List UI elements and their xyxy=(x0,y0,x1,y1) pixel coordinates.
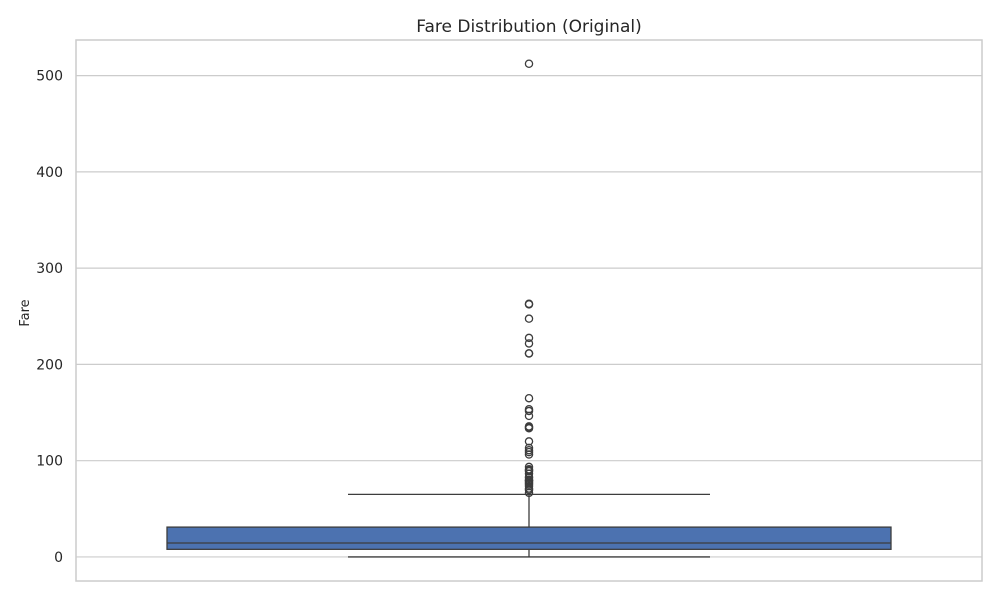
outlier-point xyxy=(524,437,534,446)
outlier-point xyxy=(524,349,534,358)
outlier-point xyxy=(524,462,534,472)
y-axis-label: Fare xyxy=(18,299,33,326)
outlier-point xyxy=(524,422,534,431)
y-tick-label: 500 xyxy=(36,69,63,85)
outlier-point xyxy=(524,465,534,474)
y-tick-label: 100 xyxy=(36,454,63,470)
y-tick-label: 200 xyxy=(36,357,63,373)
outlier-point xyxy=(524,333,534,343)
outlier-point xyxy=(524,443,534,453)
plot-frame xyxy=(75,39,983,582)
outlier-points xyxy=(524,59,534,498)
y-tick-label: 0 xyxy=(54,550,63,566)
outlier-point xyxy=(524,404,534,414)
outlier-point xyxy=(524,393,534,403)
boxplot xyxy=(166,493,892,558)
outlier-point xyxy=(524,299,534,309)
outlier-point xyxy=(524,59,534,68)
outlier-point xyxy=(524,314,534,323)
grid-lines xyxy=(76,75,982,558)
outlier-point xyxy=(524,339,534,348)
y-tick-labels: 0 100 200 300 400 500 xyxy=(36,69,63,566)
y-tick-label: 400 xyxy=(36,165,63,181)
iqr-box xyxy=(166,526,892,550)
y-tick-label: 300 xyxy=(36,261,63,277)
chart-title: Fare Distribution (Original) xyxy=(416,17,641,37)
outlier-point xyxy=(524,445,534,455)
